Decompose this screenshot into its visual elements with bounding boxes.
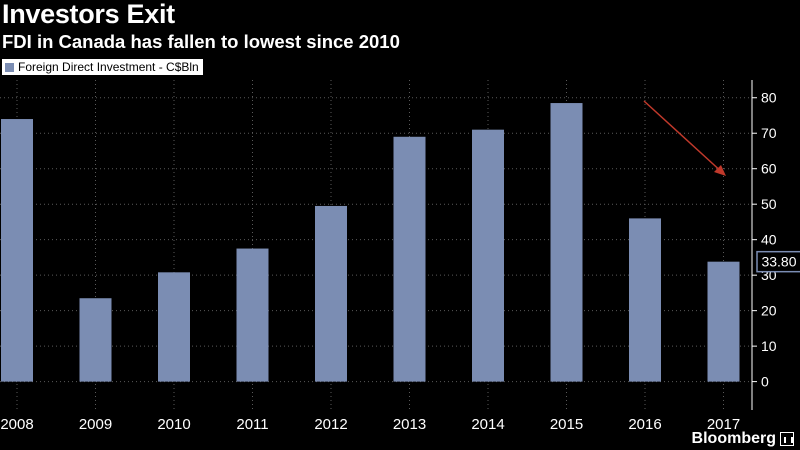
- y-tick-label: 60: [761, 161, 777, 177]
- y-tick-label: 10: [761, 338, 777, 354]
- trend-arrow-head: [714, 165, 726, 176]
- bar: [472, 129, 504, 382]
- x-tick-label: 2016: [628, 416, 661, 433]
- y-tick-label: 40: [761, 232, 777, 248]
- bar: [707, 261, 740, 382]
- bars: [1, 103, 740, 382]
- bloomberg-logo: Bloomberg: [692, 430, 794, 448]
- bar: [629, 218, 661, 382]
- x-tick-label: 2014: [471, 416, 504, 433]
- legend-label: Foreign Direct Investment - C$Bln: [18, 60, 199, 74]
- trend-arrow: [643, 100, 726, 176]
- x-tick-label: 2010: [157, 416, 190, 433]
- y-tick-label: 20: [761, 303, 777, 319]
- x-axis: 2008 2009 2010 2011 2012 2013 2014 2015 2016 2017: [0, 416, 740, 433]
- annotations: 33.80: [643, 100, 800, 273]
- gridlines: [0, 80, 752, 410]
- last-value-box: [756, 250, 800, 273]
- bar: [393, 136, 426, 382]
- x-tick-label: 2017: [707, 416, 740, 433]
- chart-subtitle: FDI in Canada has fallen to lowest since…: [2, 31, 400, 52]
- y-tick-label: 0: [761, 374, 769, 390]
- logo-text: Bloomberg: [691, 430, 776, 447]
- y-tick-label: 70: [761, 125, 777, 141]
- y-tick-label: 80: [761, 90, 777, 106]
- x-tick-label: 2009: [79, 416, 112, 433]
- x-tick-label: 2015: [550, 416, 583, 433]
- x-tick-label: 2011: [236, 416, 268, 433]
- y-tick-label: 50: [761, 196, 777, 212]
- last-value-label: 33.80: [756, 250, 800, 273]
- chart-title: Investors Exit: [2, 0, 175, 29]
- x-tick-label: 2012: [314, 416, 347, 433]
- bar: [315, 205, 347, 382]
- bar: [1, 119, 33, 382]
- bloomberg-terminal-icon: [780, 432, 794, 446]
- x-tick-label: 2008: [0, 416, 33, 433]
- legend-swatch: [5, 62, 14, 72]
- bar: [79, 298, 112, 382]
- trend-arrow-line: [643, 100, 725, 175]
- x-tick-label: 2013: [393, 416, 426, 433]
- legend: Foreign Direct Investment - C$Bln: [2, 59, 203, 75]
- last-value-text: 33.80: [761, 254, 796, 270]
- bar: [550, 103, 583, 382]
- bar: [158, 272, 190, 382]
- bar: [236, 248, 269, 382]
